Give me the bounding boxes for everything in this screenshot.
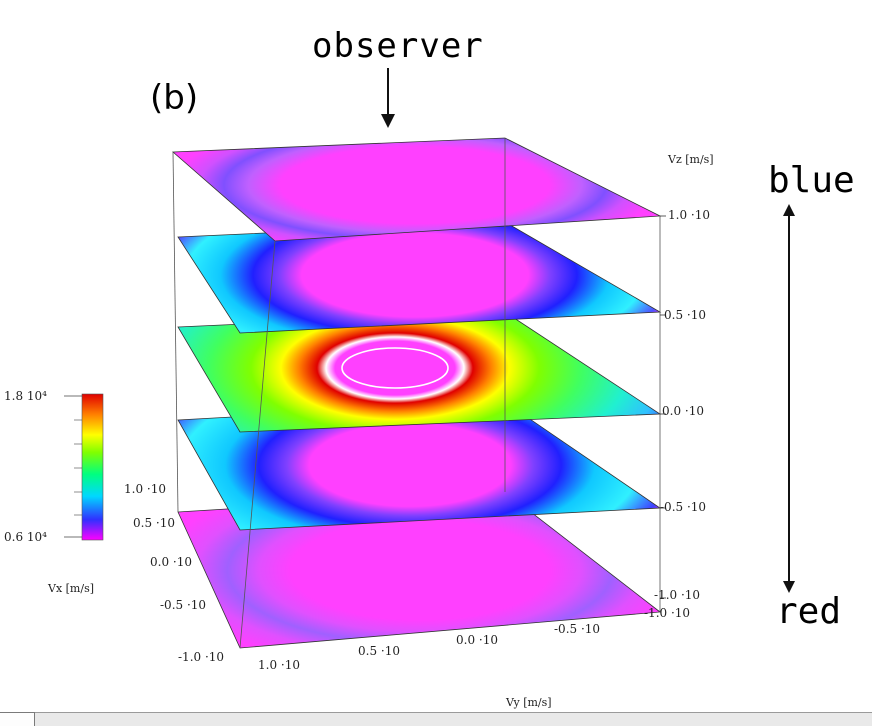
vy-tick: 0.0 ·10 (456, 633, 498, 647)
vz-axis-name: Vz [m/s] (668, 153, 714, 166)
vy-tick: -1.0 ·10 (644, 606, 691, 620)
vy-tick: 0.5 ·10 (358, 644, 400, 658)
vy-tick: -0.5 ·10 (554, 622, 601, 636)
colorbar (64, 393, 104, 541)
vx-tick: -1.0 ·10 (178, 650, 225, 664)
colorbar-max-label: 1.8 10⁴ (4, 389, 47, 403)
blue-red-arrow (783, 204, 795, 593)
vx-tick: 0.0 ·10 (150, 555, 192, 569)
observer-arrow (381, 68, 395, 128)
observer-label: observer (312, 26, 484, 66)
red-label: red (776, 591, 842, 632)
blue-label: blue (768, 160, 855, 201)
colorbar-name: Vx [m/s] (48, 582, 95, 595)
panel-label: (b) (150, 78, 199, 118)
vz-tick: 0.0 ·10 (662, 404, 704, 418)
vy-tick: 1.0 ·10 (258, 658, 300, 672)
vz-tick: -1.0 ·10 (654, 588, 701, 602)
vz-tick: 1.0 ·10 (668, 208, 710, 222)
horizontal-scrollbar[interactable] (0, 712, 872, 726)
scroll-tab[interactable] (0, 712, 35, 726)
vz-tick: -0.5 ·10 (660, 500, 707, 514)
vx-tick: 0.5 ·10 (133, 516, 175, 530)
vz-tick: 0.5 ·10 (664, 308, 706, 322)
vz-axis-ticks (660, 215, 666, 599)
colorbar-min-label: 0.6 10⁴ (4, 530, 47, 544)
vx-tick: -0.5 ·10 (160, 598, 207, 612)
vy-axis-name: Vy [m/s] (506, 696, 552, 709)
vx-tick: 1.0 ·10 (124, 482, 166, 496)
